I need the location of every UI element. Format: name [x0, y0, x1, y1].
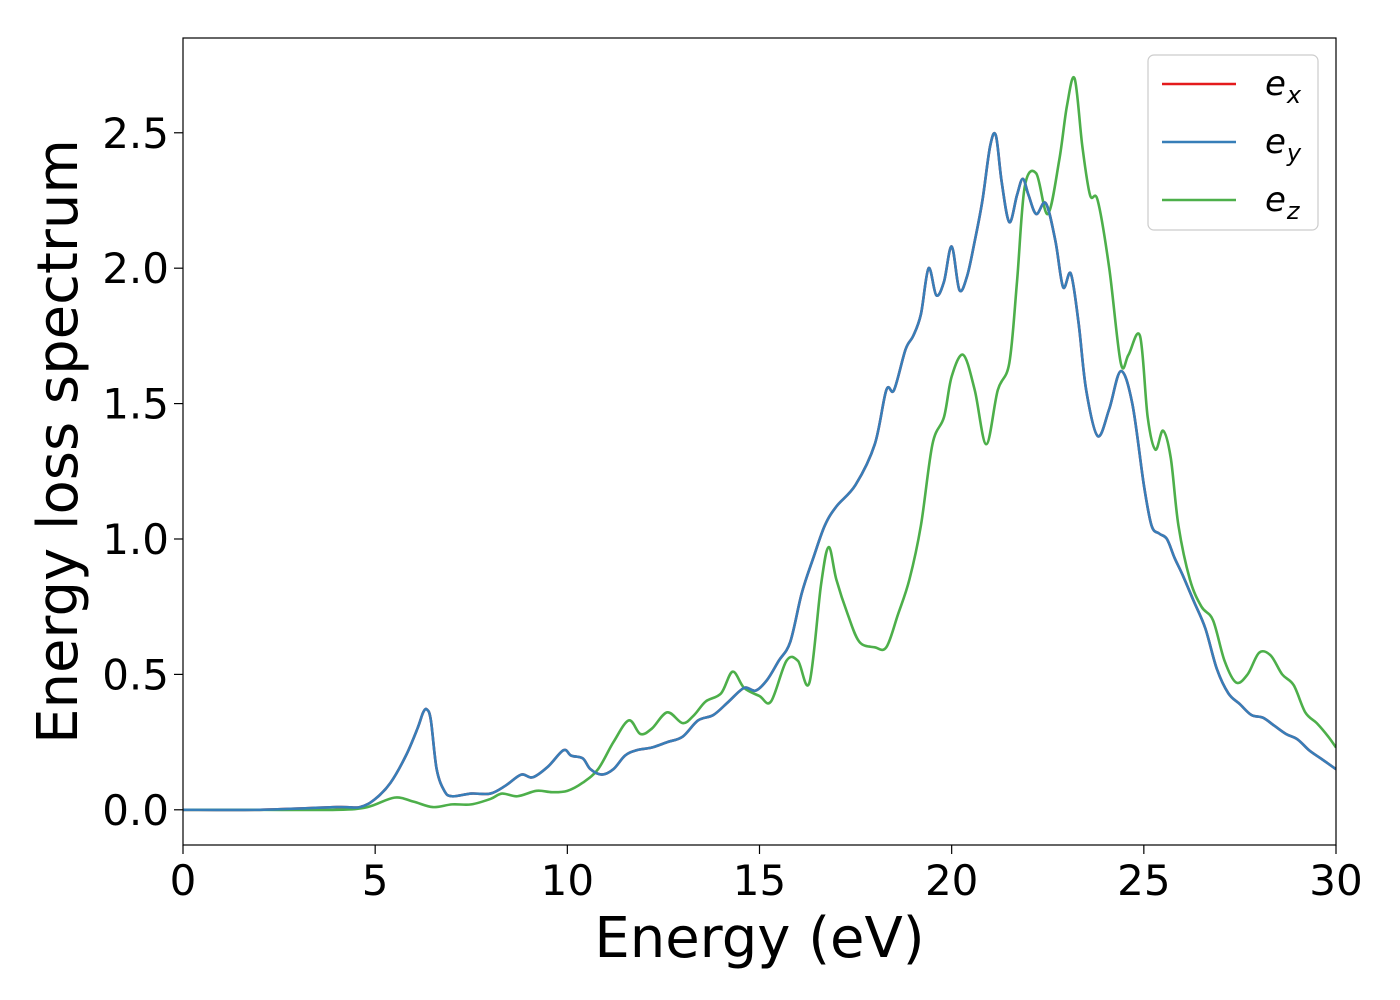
y-axis-label: Energy loss spectrum: [26, 139, 91, 744]
legend-label-subscript: x: [1286, 81, 1302, 109]
legend-label-ez: ez: [1265, 180, 1301, 225]
x-tick-label: 25: [1117, 856, 1170, 905]
y-tick-label: 1.0: [102, 515, 169, 564]
legend-label-ey: ey: [1265, 122, 1302, 167]
legend-label-base: e: [1265, 180, 1286, 220]
legend-label-subscript: z: [1286, 197, 1301, 225]
legend-label-base: e: [1265, 64, 1286, 104]
x-tick-label: 15: [733, 856, 786, 905]
y-axis-ticks: 0.0 0.5 1.0 1.5 2.0 2.5: [102, 109, 183, 835]
x-tick-label: 5: [362, 856, 389, 905]
x-tick-label: 0: [170, 856, 197, 905]
x-tick-label: 20: [925, 856, 978, 905]
y-tick-label: 1.5: [102, 380, 169, 429]
y-tick-label: 0.5: [102, 650, 169, 699]
x-tick-label: 10: [541, 856, 594, 905]
legend-label-base: e: [1265, 122, 1286, 162]
x-tick-label: 30: [1309, 856, 1362, 905]
x-axis-label: Energy (eV): [594, 906, 924, 971]
series-line-ez: [183, 75, 1336, 812]
y-tick-label: 2.5: [102, 109, 169, 158]
plot-lines: [183, 75, 1336, 812]
x-axis-ticks: 0 5 10 15 20 25 30: [170, 845, 1363, 905]
legend-label-ex: ex: [1265, 64, 1302, 109]
y-tick-label: 0.0: [102, 786, 169, 835]
series-line-ex: [183, 131, 1336, 812]
series-line-ey: [183, 131, 1336, 812]
legend-label-subscript: y: [1286, 139, 1302, 167]
y-tick-label: 2.0: [102, 244, 169, 293]
